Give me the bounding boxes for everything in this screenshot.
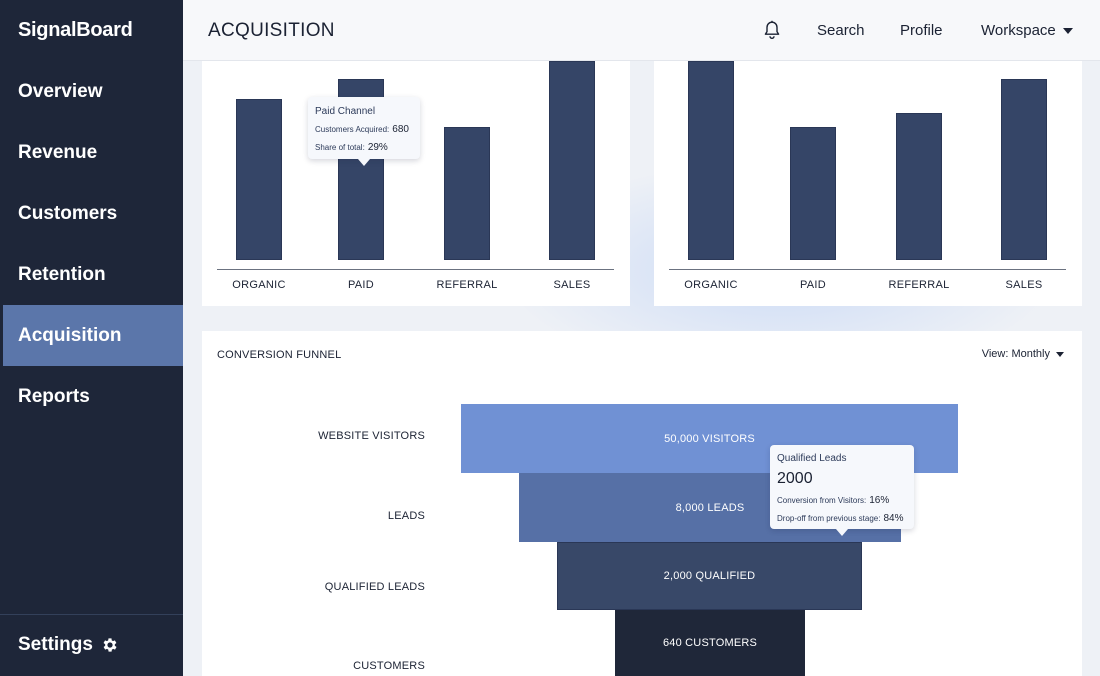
settings-button[interactable]: Settings [18,634,119,656]
bell-icon[interactable] [763,20,781,40]
x-tick-label: SALES [1005,279,1043,291]
chart-baseline [217,269,614,270]
x-tick-label: ORGANIC [232,279,286,291]
funnel-title: CONVERSION FUNNEL [217,349,342,361]
workspace-label: Workspace [981,22,1056,39]
view-select-dropdown[interactable]: View: Monthly [982,348,1064,360]
tooltip-row-label: Conversion from Visitors: [777,496,867,505]
tooltip-title: Paid Channel [315,106,376,117]
tooltip-row-conversion: Conversion from Visitors: 16% [777,495,889,506]
qualified-leads-tooltip: Qualified Leads 2000 Conversion from Vis… [770,445,914,536]
tooltip-row-dropoff: Drop-off from previous stage: 84% [777,513,903,524]
sidebar-item-revenue[interactable]: Revenue [18,141,98,163]
bar-referral[interactable] [444,127,490,260]
x-tick-label: SALES [553,279,591,291]
chart-baseline [669,269,1066,270]
sidebar-item-retention[interactable]: Retention [18,263,106,285]
tooltip-row-value: 16% [869,495,890,506]
tooltip-row-label: Drop-off from previous stage: [777,514,881,523]
tooltip-row-label: Customers Acquired: [315,125,390,134]
funnel-stage-qualified[interactable]: 2,000 QUALIFIED [557,542,862,610]
conversion-funnel-card: CONVERSION FUNNEL View: Monthly WEBSITE … [202,331,1082,676]
sidebar-divider [0,614,183,615]
bar-sales[interactable] [549,61,595,260]
gear-icon [103,638,117,652]
stage-label-leads: LEADS [387,510,425,522]
x-tick-label: ORGANIC [684,279,738,291]
sidebar-item-customers[interactable]: Customers [18,202,118,224]
tooltip-value: 2000 [777,470,813,487]
tooltip-title: Qualified Leads [777,453,847,464]
bar-organic[interactable] [236,99,282,260]
tooltip-row-share: Share of total: 29% [315,142,388,153]
tooltip-arrow [358,159,370,166]
bar-paid[interactable] [790,127,836,260]
x-tick-label: REFERRAL [436,279,498,291]
brand-logo: SignalBoard [18,19,133,41]
tooltip-row-value: 84% [883,513,904,524]
stage-label-visitors: WEBSITE VISITORS [318,430,425,442]
x-tick-label: PAID [799,279,827,291]
chevron-down-icon [1056,351,1064,357]
page-title: ACQUISITION [208,20,335,41]
stage-label-customers: CUSTOMERS [353,660,425,672]
profile-link[interactable]: Profile [900,22,943,39]
tooltip-row-label: Share of total: [315,143,365,152]
chevron-down-icon [1062,27,1073,34]
sidebar-item-reports[interactable]: Reports [18,385,90,407]
tooltip-row-value: 680 [392,124,409,135]
search-link[interactable]: Search [817,22,865,39]
tooltip-row-value: 29% [367,142,388,153]
sidebar: SignalBoard Overview Revenue Customers R… [0,0,183,676]
bar-organic[interactable] [688,61,734,260]
sidebar-item-acquisition[interactable]: Acquisition [3,305,183,366]
tooltip-row-customers: Customers Acquired: 680 [315,124,409,135]
funnel-stage-customers[interactable]: 640 CUSTOMERS [615,610,805,676]
view-select-label: View: Monthly [981,348,1050,360]
settings-label: Settings [18,634,93,655]
bar-sales[interactable] [1001,79,1047,260]
top-header: ACQUISITION Search Profile Workspace [183,0,1100,61]
channel-chart-card-right: ORGANIC PAID REFERRAL SALES [654,61,1082,306]
tooltip-arrow [836,529,848,536]
sidebar-item-overview[interactable]: Overview [18,80,103,102]
workspace-dropdown[interactable]: Workspace [981,22,1073,39]
bar-referral[interactable] [896,113,942,260]
paid-channel-tooltip: Paid Channel Customers Acquired: 680 Shar… [308,97,420,166]
stage-label-qualified: QUALIFIED LEADS [324,581,425,593]
x-tick-label: REFERRAL [888,279,950,291]
channel-chart-card-left: Paid Channel Customers Acquired: 680 Shar… [202,61,630,306]
x-tick-label: PAID [347,279,375,291]
